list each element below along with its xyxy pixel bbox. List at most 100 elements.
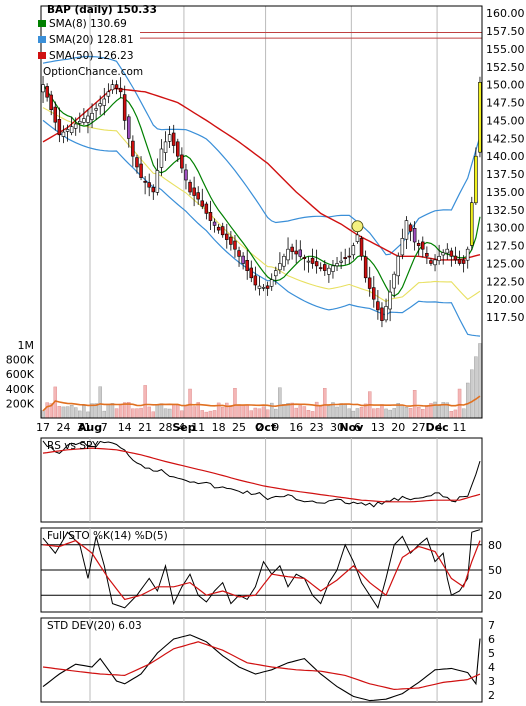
volume-bar (98, 386, 102, 419)
candle-body (445, 248, 449, 254)
candle-body (306, 260, 311, 263)
date-tick-label: 28 (159, 421, 173, 434)
keltner-line (42, 107, 481, 303)
candle-body (318, 267, 323, 269)
volume-bar (86, 411, 90, 419)
candle-body (290, 246, 294, 252)
volume-bar (359, 407, 364, 419)
candle-body (110, 84, 115, 91)
candle-body (204, 203, 209, 214)
volume-bar (278, 387, 282, 419)
volume-bar (65, 406, 70, 419)
price-tick-label: 147.50 (486, 97, 525, 110)
volume-bar (290, 402, 294, 419)
month-tick-label: Sep (172, 421, 195, 434)
price-tick-label: 130.00 (486, 222, 525, 235)
candle-body (188, 181, 192, 193)
price-tick-label: 152.50 (486, 61, 525, 74)
volume-bar (421, 409, 425, 419)
std-tick-label: 3 (488, 675, 495, 688)
date-tick-label: 11 (191, 421, 205, 434)
volume-bar (474, 356, 478, 419)
volume-bar (159, 403, 164, 419)
candle-body (139, 163, 143, 178)
date-tick-label: 4 (178, 421, 185, 434)
rs-panel-title: RS vs SPY (47, 440, 99, 452)
candle-body (388, 291, 392, 310)
volume-bar (237, 404, 241, 419)
candle-body (73, 123, 78, 129)
date-tick-label: 17 (36, 421, 50, 434)
candle-body (41, 84, 45, 93)
candle-body (396, 255, 400, 277)
month-tick-label: Oct (255, 421, 276, 434)
volume-bar (437, 405, 441, 419)
candle-body (257, 285, 262, 289)
price-tick-label: 135.00 (486, 186, 525, 199)
candle-body (322, 264, 327, 271)
volume-bar (131, 408, 135, 419)
candle-body (347, 255, 351, 258)
volume-tick-label: 800K (6, 354, 35, 367)
std-tick-label: 5 (488, 647, 495, 660)
month-tick-label: Dec (426, 421, 449, 434)
sto-tick-label: 20 (488, 589, 502, 602)
watermark: OptionChance.com (43, 66, 143, 78)
candle-body (216, 226, 221, 231)
candle-body (98, 103, 102, 107)
date-tick-label: 18 (212, 421, 226, 434)
candle-body (253, 275, 258, 286)
volume-bar (143, 385, 147, 419)
candle-body (343, 257, 347, 259)
earnings-marker-icon (351, 220, 364, 233)
volume-bar (151, 411, 155, 419)
candle-body (294, 250, 298, 255)
volume-bar (114, 408, 119, 419)
candle-body (437, 255, 441, 261)
candle-body (229, 236, 233, 245)
volume-bar (171, 404, 176, 419)
volume-bar (400, 404, 405, 419)
volume-bar (57, 406, 62, 419)
candle-body (335, 263, 339, 267)
volume-bar (102, 410, 106, 419)
candle-body (122, 94, 127, 121)
price-tick-label: 155.00 (486, 43, 525, 56)
volume-bar (163, 408, 168, 419)
volume-bar (188, 388, 192, 419)
candle-body (433, 259, 437, 266)
date-tick-label: 11 (453, 421, 467, 434)
volume-bar (417, 406, 421, 419)
candle-body (429, 260, 433, 264)
volume-bar (319, 406, 323, 419)
price-tick-label: 132.50 (486, 204, 525, 217)
volume-bar (347, 408, 352, 419)
volume-bar (380, 404, 384, 419)
candle-body (118, 87, 123, 93)
date-tick-label: 14 (118, 421, 132, 434)
candle-body (163, 141, 168, 153)
volume-bar (372, 408, 376, 419)
candle-body (192, 187, 196, 196)
volume-bar (376, 408, 380, 419)
date-tick-label: 6 (354, 421, 361, 434)
volume-bar (294, 407, 299, 419)
volume-bar (306, 410, 311, 419)
std-tick-label: 7 (488, 619, 495, 632)
date-tick-label: 9 (272, 421, 279, 434)
volume-bar (412, 390, 417, 419)
rs-panel-border (40, 437, 483, 523)
candle-body (392, 273, 396, 289)
volume-bar (384, 408, 388, 419)
candle-body (151, 187, 156, 193)
candle-body (351, 245, 356, 256)
price-tick-label: 142.50 (486, 132, 525, 145)
candle-body (147, 182, 151, 188)
price-panel: 160.00 157.50 155.00 152.50 150.00 147.50 145.… (6, 5, 525, 434)
candle-body (212, 221, 217, 226)
chart-text-layer: BAP (daily) 150.33 SMA(8) 130.69 SMA(20)… (38, 4, 168, 632)
sto-panel-title: Full STO %K(14) %D(5) (47, 530, 168, 542)
candle-body (327, 267, 331, 275)
candle-body (131, 140, 135, 157)
